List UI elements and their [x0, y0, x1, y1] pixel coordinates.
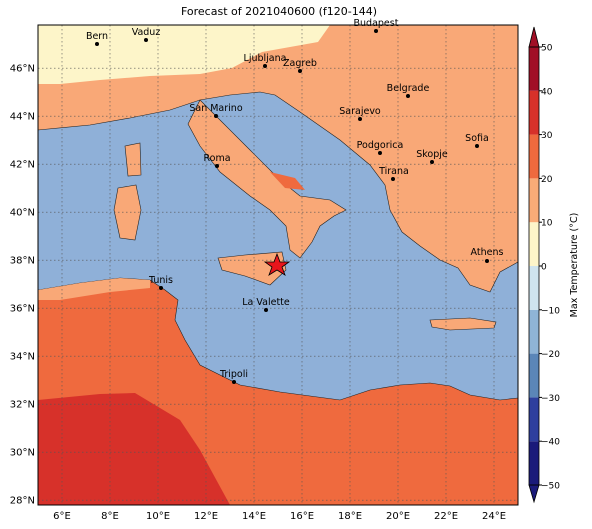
city-dot: [95, 42, 99, 46]
colorbar-tick-label: −50: [541, 482, 560, 492]
lat-label: 46°N: [10, 64, 35, 75]
city-label: Athens: [471, 247, 504, 258]
city-label: Roma: [203, 153, 230, 164]
lon-label: 20°E: [386, 511, 410, 522]
lon-label: 16°E: [290, 511, 314, 522]
city-label: Bern: [86, 31, 108, 42]
lon-label: 10°E: [146, 511, 170, 522]
colorbar-tick-label: 10: [541, 219, 553, 229]
lon-label: 12°E: [194, 511, 218, 522]
city-label: Sarajevo: [339, 106, 381, 117]
city-dot: [391, 177, 395, 181]
city-label: Budapest: [354, 18, 399, 29]
colorbar-tick-label: −40: [541, 438, 560, 448]
title: Forecast of 2021040600 (f120-144): [181, 5, 377, 18]
city-label: Tripoli: [219, 369, 248, 380]
city-label: Sofia: [465, 133, 489, 144]
city-label: San Marino: [189, 103, 242, 114]
city-dot: [232, 380, 236, 384]
lat-label: 40°N: [10, 208, 35, 219]
city-dot: [485, 259, 489, 263]
colorbar-band: [529, 353, 539, 398]
lat-label: 30°N: [10, 448, 35, 459]
colorbar: −50 −40 −30 −20 −10 0 10 20 30 40 50: [528, 26, 560, 504]
lon-label: 14°E: [242, 511, 266, 522]
city-label: Belgrade: [387, 83, 430, 94]
city-label: La Valette: [242, 297, 290, 308]
city-dot: [263, 64, 267, 68]
map-frame: [37, 24, 519, 506]
lat-label: 38°N: [10, 256, 35, 267]
city-dot: [430, 160, 434, 164]
colorbar-band: [529, 90, 539, 135]
city-dot: [144, 38, 148, 42]
lon-label: 6°E: [53, 511, 71, 522]
graticule: 6°E 8°E 10°E 12°E 14°E 16°E 18°E 20°E 22°E 24°E 28…: [10, 25, 518, 522]
city-label: Tunis: [148, 275, 173, 286]
lat-label: 32°N: [10, 400, 35, 411]
city-dot: [215, 164, 219, 168]
lat-label: 36°N: [10, 304, 35, 315]
city-dot: [214, 114, 218, 118]
colorbar-extend: [528, 26, 540, 48]
city-label: Tirana: [378, 166, 409, 177]
colorbar-band: [529, 47, 539, 91]
colorbar-tick-label: 0: [541, 263, 547, 273]
lat-label: 42°N: [10, 160, 35, 171]
colorbar-band: [529, 178, 539, 223]
city-label: Ljubljana: [244, 53, 287, 64]
colorbar-tick-label: 50: [541, 44, 553, 54]
city-dot: [159, 286, 163, 290]
colorbar-tick-label: −20: [541, 350, 560, 360]
lon-label: 18°E: [338, 511, 362, 522]
lon-label: 24°E: [482, 511, 506, 522]
city-dot: [406, 94, 410, 98]
lat-label: 34°N: [10, 352, 35, 363]
cities: Bern Vaduz Budapest Ljubljana Zagreb Bel…: [86, 18, 504, 384]
colorbar-band: [529, 309, 539, 354]
city-dot: [374, 29, 378, 33]
colorbar-label: Max Temperature (°C): [569, 213, 580, 318]
colorbar-band: [529, 441, 539, 485]
colorbar-band: [529, 134, 539, 179]
map-area: [38, 25, 518, 505]
city-label: Vaduz: [132, 27, 161, 38]
city-dot: [378, 151, 382, 155]
city-label: Skopje: [416, 149, 448, 160]
colorbar-band: [529, 266, 539, 310]
city-dot: [298, 69, 302, 73]
colorbar-extend: [528, 484, 540, 504]
city-label: Podgorica: [357, 140, 404, 151]
colorbar-tick-label: −10: [541, 306, 560, 316]
colorbar-tick-label: 20: [541, 175, 553, 185]
city-dot: [475, 144, 479, 148]
colorbar-tick-label: 30: [541, 131, 553, 141]
colorbar-band: [529, 222, 539, 266]
city-label: Zagreb: [283, 58, 317, 69]
lat-label: 28°N: [10, 496, 35, 507]
city-dot: [358, 117, 362, 121]
lat-label: 44°N: [10, 112, 35, 123]
colorbar-tick-label: −30: [541, 394, 560, 404]
colorbar-band: [529, 397, 539, 442]
city-dot: [264, 308, 268, 312]
star-marker: [263, 252, 291, 276]
lon-label: 8°E: [101, 511, 119, 522]
lon-label: 22°E: [434, 511, 458, 522]
colorbar-tick-label: 40: [541, 87, 553, 97]
